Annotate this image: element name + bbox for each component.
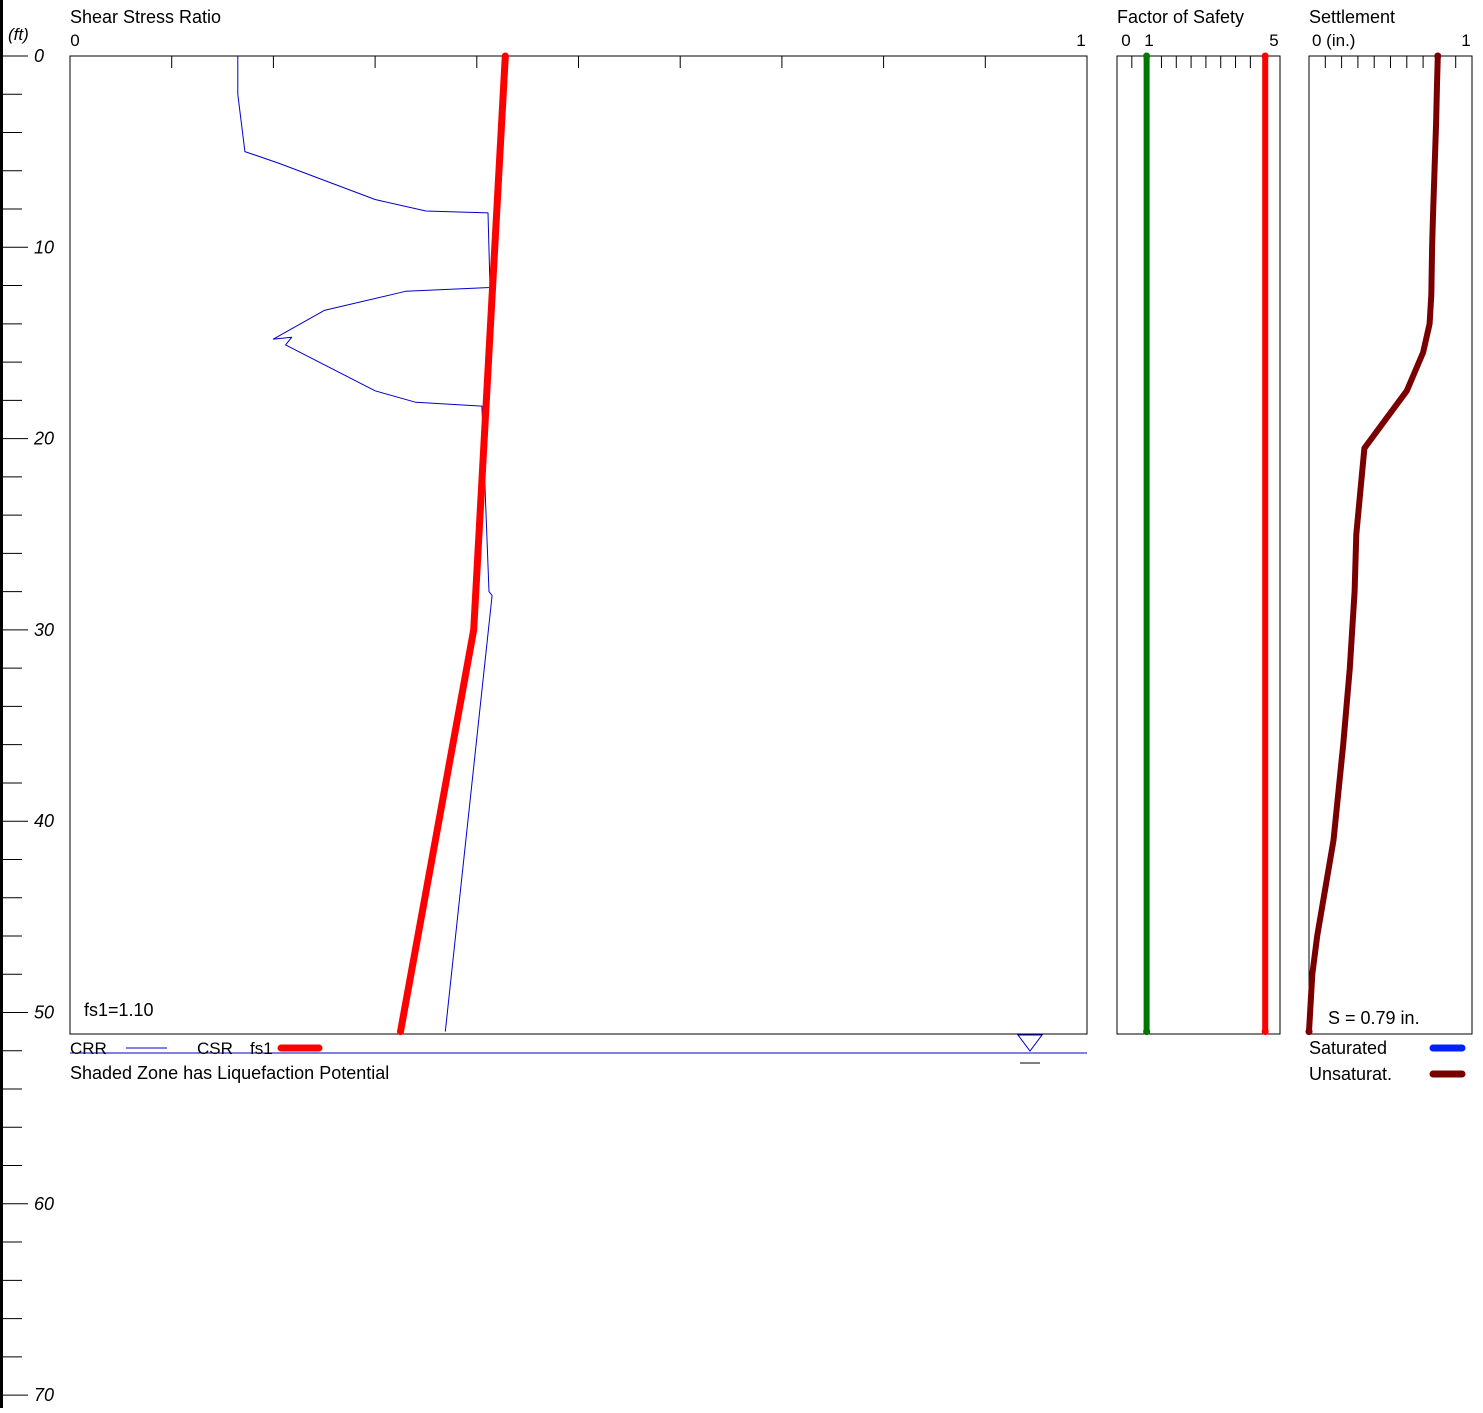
legend-csr-label: CSR <box>197 1039 233 1058</box>
series-endpoint-csr <box>397 1028 405 1036</box>
depth-tick-label: 20 <box>33 429 54 449</box>
fos-plot-frame <box>1116 55 1281 1035</box>
depth-tick-label: 60 <box>34 1194 54 1214</box>
ssr-ticks <box>171 56 986 68</box>
depth-tick-label: 70 <box>34 1385 54 1405</box>
series-endpoint-fs <box>1261 52 1269 60</box>
series-endpoint-csr <box>501 52 509 60</box>
fos-tick-label-1: 1 <box>1144 31 1153 50</box>
ssr-panel: Shear Stress Ratio 0 1 fs1=1.10 CRR CSR … <box>69 7 1088 1083</box>
fos-ticks <box>1131 56 1281 68</box>
fos-title: Factor of Safety <box>1117 7 1244 27</box>
ssr-title: Shear Stress Ratio <box>70 7 221 27</box>
fos-tick-label-0: 0 <box>1121 31 1130 50</box>
settlement-title: Settlement <box>1309 7 1395 27</box>
legend-crr-label: CRR <box>70 1039 107 1058</box>
settlement-tick-min: 0 (in.) <box>1312 31 1355 50</box>
series-endpoint-unsaturat <box>1434 52 1442 60</box>
settlement-series <box>1305 52 1442 1036</box>
series-line-unsaturat <box>1306 55 1441 1032</box>
water-table-icon <box>1017 1034 1043 1052</box>
fos-tick-label-5: 5 <box>1269 31 1278 50</box>
series-line-csr <box>397 55 509 1033</box>
ssr-tick-max: 1 <box>1076 31 1085 50</box>
legend-saturated-label: Saturated <box>1309 1038 1387 1058</box>
settlement-panel: Settlement 0 (in.) 1 S = 0.79 in. Satura… <box>1305 7 1473 1084</box>
ssr-plot-frame <box>69 55 1088 1035</box>
ssr-tick-min: 0 <box>70 31 79 50</box>
fs-note: fs1=1.10 <box>84 1000 154 1020</box>
settlement-plot-frame <box>1308 55 1473 1035</box>
ssr-series <box>237 52 509 1036</box>
shaded-zone-note: Shaded Zone has Liquefaction Potential <box>70 1063 389 1083</box>
depth-tick-label: 10 <box>34 237 54 257</box>
depth-tick-label: 30 <box>34 620 54 640</box>
depth-tick-label: 50 <box>34 1003 54 1023</box>
legend-fs-label: fs1 <box>250 1039 273 1058</box>
series-endpoint-fs <box>1261 1028 1269 1036</box>
legend-unsaturated-label: Unsaturat. <box>1309 1064 1392 1084</box>
depth-axis: (ft) 0 10 20 30 40 50 60 70 <box>0 0 54 1408</box>
depth-unit-label: (ft) <box>8 25 29 44</box>
settlement-total-note: S = 0.79 in. <box>1328 1008 1420 1028</box>
fos-panel: Factor of Safety 0 1 5 <box>1116 7 1281 1036</box>
series-endpoint-unsaturat <box>1305 1028 1313 1036</box>
settlement-tick-max: 1 <box>1461 31 1470 50</box>
series-endpoint-fs1 <box>1143 1028 1151 1036</box>
depth-tick-label: 0 <box>34 46 44 66</box>
series-endpoint-fs1 <box>1143 52 1151 60</box>
fos-series <box>1143 52 1269 1036</box>
series-line-crr <box>237 56 493 1032</box>
depth-tick-label: 40 <box>34 811 54 831</box>
